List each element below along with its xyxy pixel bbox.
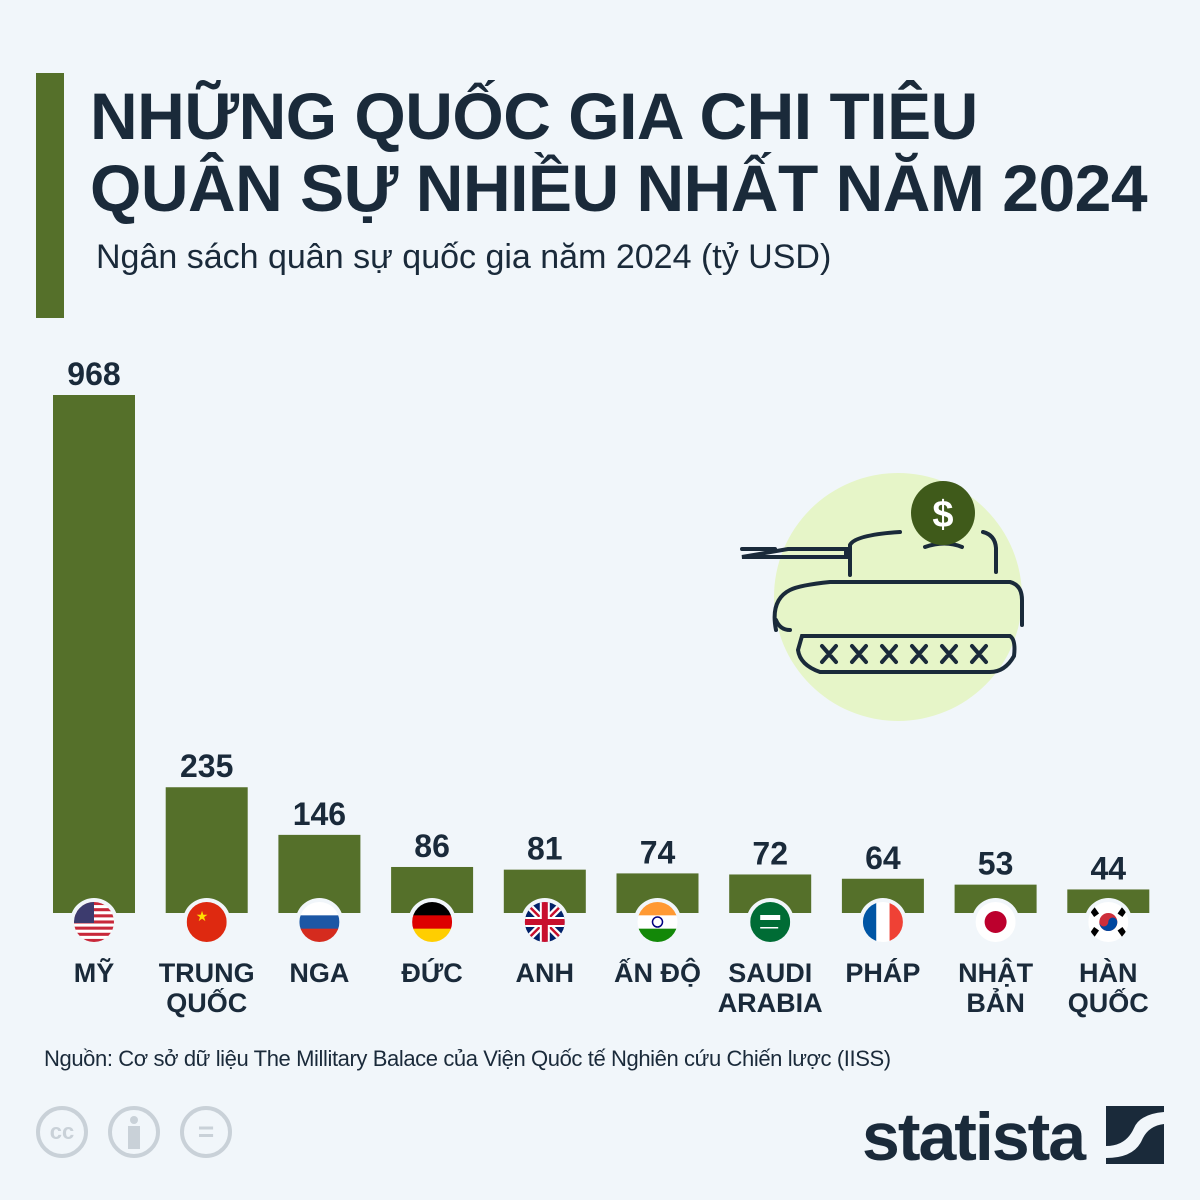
bar xyxy=(165,787,248,913)
category-label: QUỐC xyxy=(166,986,247,1018)
category-label: QUỐC xyxy=(1068,986,1149,1018)
bar xyxy=(53,395,135,913)
category-label: MỸ xyxy=(74,957,115,988)
category-label: ANH xyxy=(516,958,575,988)
category-label: BẢN xyxy=(966,986,1025,1018)
data-label: 146 xyxy=(293,796,346,832)
title-accent-bar xyxy=(36,73,64,318)
data-label: 72 xyxy=(752,835,788,871)
cc-icon: cc xyxy=(36,1106,88,1158)
tank-illustration-icon: $ xyxy=(740,473,1024,721)
flag-de-icon xyxy=(412,902,453,942)
category-label: ARABIA xyxy=(718,988,823,1018)
category-label: SAUDI xyxy=(728,958,812,988)
category-label: HÀN xyxy=(1079,957,1138,988)
flag-fr-icon xyxy=(862,902,903,942)
no-derivatives-icon: = xyxy=(180,1106,232,1158)
svg-text:★: ★ xyxy=(196,908,209,924)
flag-sa-icon xyxy=(750,902,791,942)
cc-icon-text: cc xyxy=(49,1119,75,1144)
category-label: ẤN ĐỘ xyxy=(614,957,701,988)
category-label: TRUNG xyxy=(159,958,255,988)
category-label: NHẬT xyxy=(958,957,1033,988)
flag-cn-icon: ★ xyxy=(186,902,227,942)
flag-in-icon xyxy=(637,902,678,942)
coin-symbol: $ xyxy=(932,494,953,536)
category-label: ĐỨC xyxy=(401,957,462,988)
chart-title: NHỮNG QUỐC GIA CHI TIÊU QUÂN SỰ NHIỀU NH… xyxy=(90,79,1148,225)
data-label: 86 xyxy=(414,828,450,864)
flag-jp-icon xyxy=(975,902,1016,942)
category-label: PHÁP xyxy=(845,957,920,988)
data-label: 64 xyxy=(865,840,901,876)
title-line-2: QUÂN SỰ NHIỀU NHẤT NĂM 2024 xyxy=(90,151,1148,225)
source-note: Nguồn: Cơ sở dữ liệu The Millitary Balac… xyxy=(44,1046,891,1071)
flag-gb-icon xyxy=(524,902,565,942)
data-label: 235 xyxy=(180,748,233,784)
data-label: 74 xyxy=(640,834,676,870)
flag-kr-icon xyxy=(1088,902,1129,942)
bar-chart: $ 968MỸ235★TRUNGQUỐC146NGA86ĐỨC81ANH74ẤN… xyxy=(53,356,1150,1018)
attribution-icon xyxy=(108,1106,160,1158)
data-label: 44 xyxy=(1091,850,1127,886)
statista-logo: statista xyxy=(862,1099,1086,1175)
flag-us-icon xyxy=(74,902,114,942)
category-label: NGA xyxy=(289,958,349,988)
data-label: 81 xyxy=(527,831,563,867)
data-label: 53 xyxy=(978,846,1014,882)
chart-subtitle: Ngân sách quân sự quốc gia năm 2024 (tỷ … xyxy=(96,238,832,276)
flag-ru-icon xyxy=(299,902,340,942)
title-line-1: NHỮNG QUỐC GIA CHI TIÊU xyxy=(90,79,978,153)
statista-logo-icon xyxy=(1106,1106,1164,1164)
nd-icon-text: = xyxy=(197,1116,215,1147)
data-label: 968 xyxy=(67,356,120,392)
